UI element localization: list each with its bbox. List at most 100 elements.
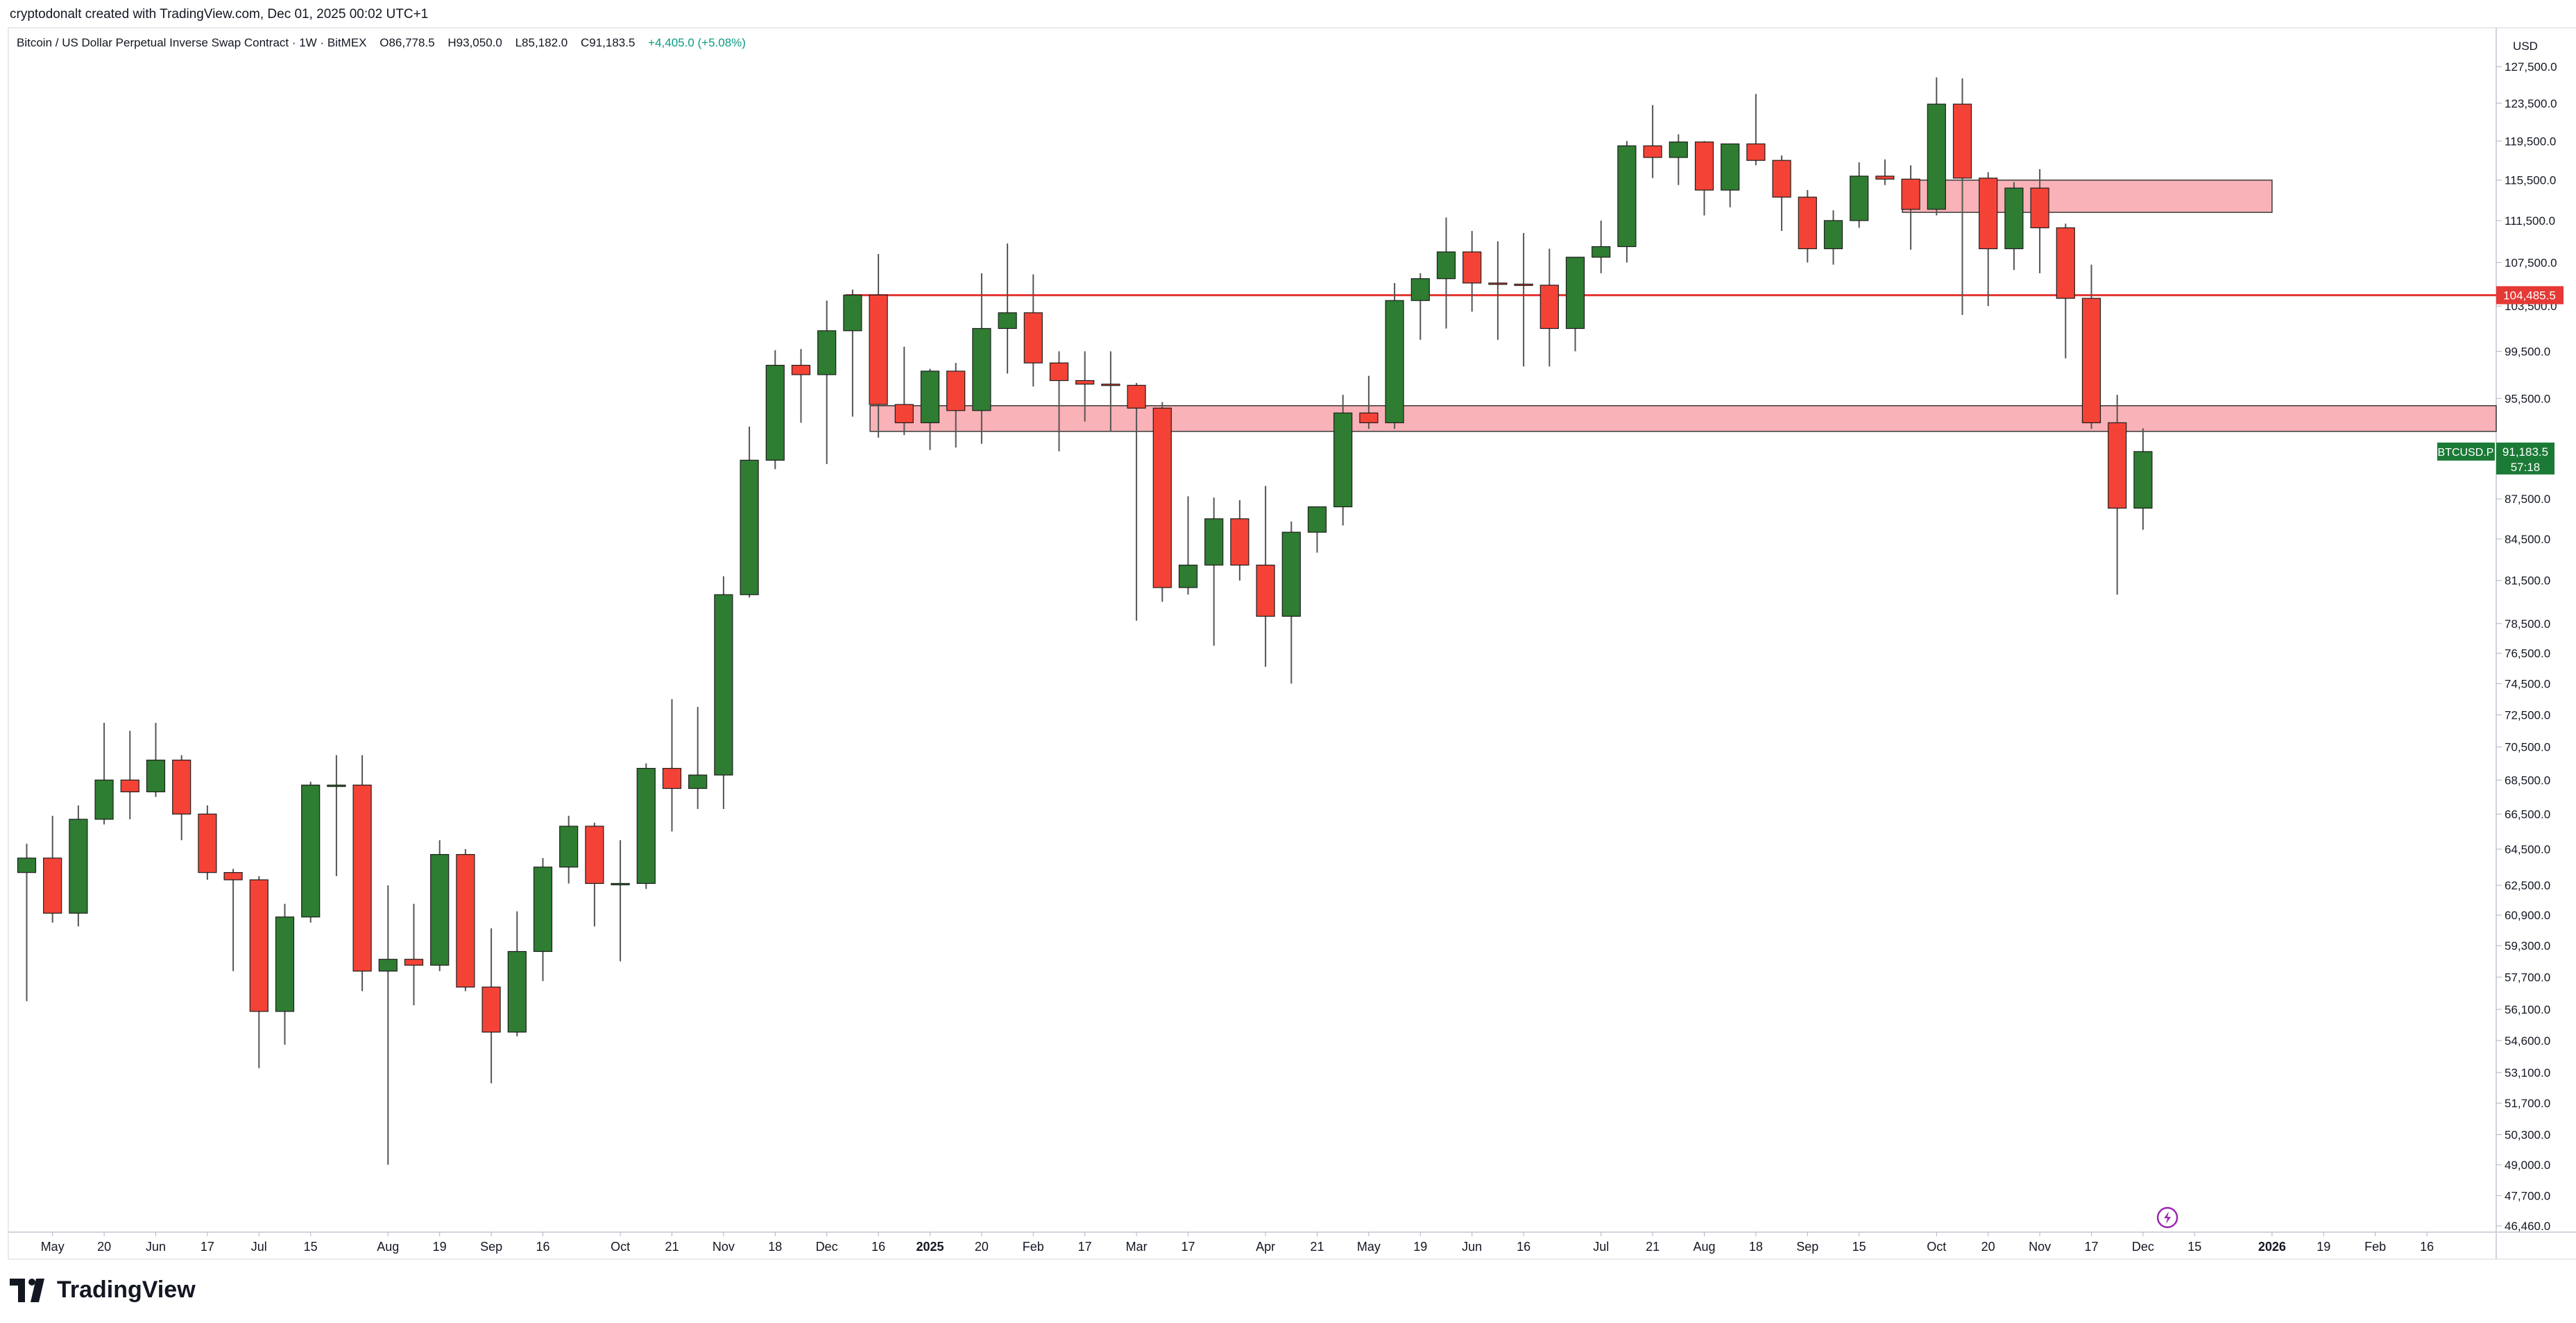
candle-body[interactable] bbox=[1875, 176, 1895, 180]
candle-body[interactable] bbox=[869, 294, 888, 405]
candle-body[interactable] bbox=[378, 959, 398, 972]
candle-body[interactable] bbox=[1307, 506, 1327, 533]
candle-body[interactable] bbox=[1772, 160, 1791, 198]
candle-body[interactable] bbox=[1023, 312, 1043, 364]
candle-body[interactable] bbox=[481, 987, 501, 1033]
candle-body[interactable] bbox=[1901, 178, 1920, 210]
candle-body[interactable] bbox=[94, 779, 114, 820]
candle-body[interactable] bbox=[17, 857, 37, 873]
candle-body[interactable] bbox=[172, 760, 191, 815]
candle-body[interactable] bbox=[817, 330, 837, 375]
candle-body[interactable] bbox=[430, 854, 450, 966]
candle-body[interactable] bbox=[636, 767, 656, 885]
candle-body[interactable] bbox=[1281, 531, 1301, 617]
time-tick-label: 21 bbox=[1646, 1240, 1660, 1254]
candle-body[interactable] bbox=[972, 327, 991, 411]
supply-zone-2 bbox=[1902, 179, 2273, 213]
candle-body[interactable] bbox=[2056, 227, 2075, 299]
candle-body[interactable] bbox=[946, 370, 966, 411]
ohlc-change: +4,405.0 (+5.08%) bbox=[648, 36, 746, 49]
candle-body[interactable] bbox=[843, 294, 862, 332]
candle-body[interactable] bbox=[1979, 178, 1998, 250]
candle-body[interactable] bbox=[275, 916, 295, 1012]
candle-body[interactable] bbox=[740, 459, 759, 595]
candle-body[interactable] bbox=[688, 774, 708, 789]
candle-body[interactable] bbox=[223, 872, 243, 880]
price-tick-label: 115,500.0 bbox=[2505, 174, 2556, 187]
time-tick-label: 15 bbox=[2187, 1240, 2201, 1254]
candle-body[interactable] bbox=[894, 404, 914, 423]
candle-body[interactable] bbox=[301, 785, 321, 918]
candle-body[interactable] bbox=[714, 594, 733, 776]
time-tick-label: 19 bbox=[1413, 1240, 1427, 1254]
price-tick-label: 53,100.0 bbox=[2505, 1066, 2550, 1079]
candle-body[interactable] bbox=[920, 370, 940, 423]
candle-body[interactable] bbox=[1514, 283, 1533, 287]
candle-body[interactable] bbox=[1592, 246, 1611, 258]
candle-body[interactable] bbox=[2081, 298, 2101, 423]
candle-body[interactable] bbox=[585, 826, 604, 885]
candle-body[interactable] bbox=[1256, 564, 1275, 617]
candle-body[interactable] bbox=[1952, 103, 1972, 179]
candle-body[interactable] bbox=[1643, 145, 1662, 158]
candle-body[interactable] bbox=[533, 867, 553, 953]
candle-body[interactable] bbox=[249, 879, 268, 1012]
candle-body[interactable] bbox=[1410, 278, 1430, 301]
candle-body[interactable] bbox=[327, 785, 346, 787]
candle-body[interactable] bbox=[1617, 145, 1637, 248]
candle-body[interactable] bbox=[1049, 362, 1069, 382]
candle-body[interactable] bbox=[198, 813, 217, 873]
candle-body[interactable] bbox=[2133, 451, 2153, 509]
candle-body[interactable] bbox=[2108, 422, 2127, 509]
candle-body[interactable] bbox=[1127, 384, 1146, 409]
candle-body[interactable] bbox=[1694, 142, 1714, 191]
candle-body[interactable] bbox=[1721, 143, 1740, 191]
candle-body[interactable] bbox=[2004, 187, 2024, 250]
candle-body[interactable] bbox=[69, 819, 88, 914]
candle-body[interactable] bbox=[1178, 564, 1198, 588]
candle-body[interactable] bbox=[765, 364, 785, 461]
candle-body[interactable] bbox=[1462, 251, 1482, 284]
candle-body[interactable] bbox=[146, 760, 166, 792]
ohlc-low: L85,182.0 bbox=[515, 36, 568, 49]
candle-body[interactable] bbox=[611, 882, 630, 886]
candle-body[interactable] bbox=[1798, 196, 1817, 250]
candle-body[interactable] bbox=[352, 785, 372, 972]
candle-body[interactable] bbox=[1669, 142, 1688, 158]
time-tick-label: 16 bbox=[2420, 1240, 2434, 1254]
candle-body[interactable] bbox=[1823, 220, 1843, 250]
candle-body[interactable] bbox=[1204, 518, 1224, 566]
candle-body[interactable] bbox=[404, 959, 424, 966]
candle-body[interactable] bbox=[1333, 412, 1353, 508]
candle-body[interactable] bbox=[559, 826, 579, 868]
time-tick-label: 19 bbox=[433, 1240, 447, 1254]
candle-body[interactable] bbox=[1359, 412, 1379, 423]
candle-body[interactable] bbox=[1850, 176, 1869, 221]
candle-body[interactable] bbox=[791, 364, 811, 375]
candle-body[interactable] bbox=[1488, 282, 1508, 285]
candle-body[interactable] bbox=[456, 854, 475, 988]
candle-body[interactable] bbox=[1565, 257, 1585, 330]
candle-body[interactable] bbox=[1436, 251, 1456, 280]
candle-body[interactable] bbox=[507, 950, 527, 1033]
candle-body[interactable] bbox=[1746, 143, 1766, 161]
candle-body[interactable] bbox=[1385, 300, 1404, 423]
candle-body[interactable] bbox=[1101, 384, 1120, 386]
candle-body[interactable] bbox=[43, 857, 62, 914]
time-tick-label: 16 bbox=[536, 1240, 549, 1254]
candle-body[interactable] bbox=[1230, 518, 1249, 566]
candle-body[interactable] bbox=[1539, 284, 1559, 330]
time-tick-label: 16 bbox=[871, 1240, 885, 1254]
candle-body[interactable] bbox=[1152, 407, 1172, 588]
candle-body[interactable] bbox=[1927, 103, 1946, 210]
candle-body[interactable] bbox=[998, 312, 1017, 330]
candle-body[interactable] bbox=[1075, 379, 1095, 385]
candle-body[interactable] bbox=[2030, 187, 2049, 228]
time-tick-label: 15 bbox=[304, 1240, 318, 1254]
candle-body[interactable] bbox=[662, 767, 682, 789]
currency-label: USD bbox=[2513, 40, 2538, 53]
symbol-tag bbox=[2437, 442, 2495, 461]
time-tick-label: 19 bbox=[2317, 1240, 2330, 1254]
candle-body[interactable] bbox=[120, 779, 139, 792]
